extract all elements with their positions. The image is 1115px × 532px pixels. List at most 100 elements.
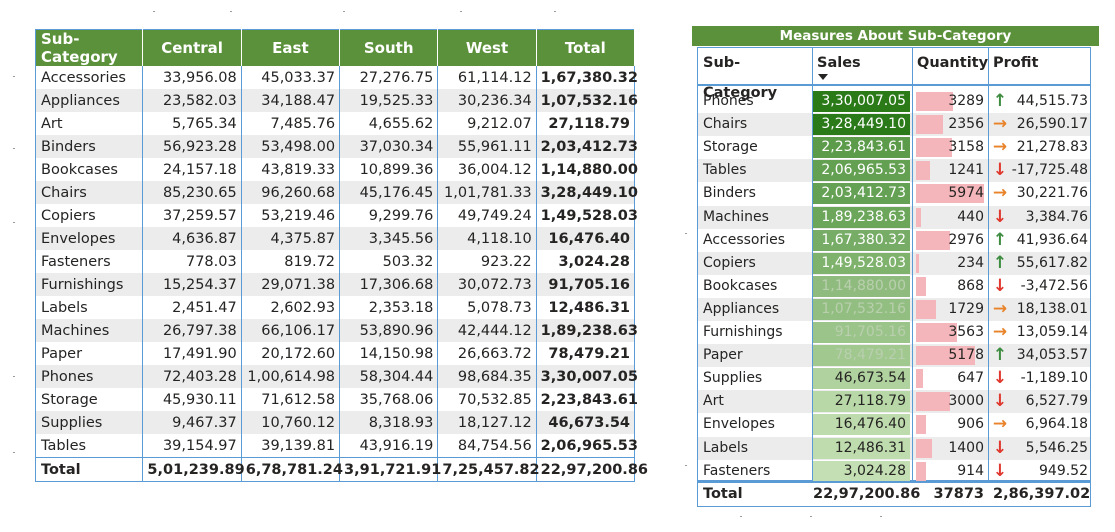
measures-row[interactable]: Paper 78,479.21 5178 ↑ 34,053.57 <box>698 344 1090 368</box>
matrix-row[interactable]: Accessories 33,956.08 45,033.37 27,276.75 61… <box>35 66 638 89</box>
matrix-row[interactable]: Appliances 23,582.03 34,188.47 19,525.33 30,… <box>35 89 638 112</box>
cell-total: 16,476.40 <box>536 227 636 250</box>
column-header-profit[interactable]: Profit <box>993 55 1039 71</box>
measures-row[interactable]: Bookcases 1,14,880.00 868 ↓ -3,472.56 <box>698 275 1090 298</box>
cell-east: 45,033.37 <box>241 66 341 89</box>
cell-total: 2,03,412.73 <box>536 135 638 158</box>
measures-row[interactable]: Supplies 46,673.54 647 ↓ -1,189.10 <box>698 367 1090 390</box>
arrow-right-icon: → <box>992 414 1008 435</box>
matrix-row[interactable]: Paper 17,491.90 20,172.60 14,150.98 26,663.7… <box>35 342 636 365</box>
matrix-row[interactable]: Envelopes 4,636.87 4,375.87 3,345.56 4,118.1… <box>35 227 636 250</box>
column-header-quantity[interactable]: Quantity <box>917 55 989 71</box>
cell-south: 27,276.75 <box>339 66 439 89</box>
matrix-row[interactable]: Labels 2,451.47 2,602.93 2,353.18 5,078.73 12… <box>35 296 636 319</box>
total-south: 3,91,721.91 <box>339 457 441 482</box>
cell-east: 2,602.93 <box>241 296 341 319</box>
visual-handle-dot <box>230 11 232 12</box>
row-quantity: 647 <box>957 370 984 387</box>
matrix-row[interactable]: Copiers 37,259.57 53,219.46 9,299.76 49,749.… <box>35 204 638 227</box>
column-header-west[interactable]: West <box>437 29 537 66</box>
quantity-data-bar <box>916 207 921 227</box>
cell-south: 3,345.56 <box>339 227 439 250</box>
column-header-total[interactable]: Total <box>536 29 636 66</box>
row-sub-category: Supplies <box>703 370 763 387</box>
row-quantity: 234 <box>957 254 984 271</box>
sort-descending-icon[interactable] <box>818 74 828 80</box>
measures-table: Sub-Category Sales Quantity Profit Phone… <box>697 47 1091 507</box>
matrix-row[interactable]: Supplies 9,467.37 10,760.12 8,318.93 18,127.… <box>35 411 636 434</box>
row-sub-category: Bookcases <box>703 277 778 294</box>
cell-east: 29,071.38 <box>241 273 341 296</box>
row-quantity: 1241 <box>948 162 984 179</box>
measures-row[interactable]: Chairs 3,28,449.10 2356 → 26,590.17 <box>698 113 1090 137</box>
arrow-up-icon: ↑ <box>992 229 1008 250</box>
measures-row[interactable]: Envelopes 16,476.40 906 → 6,964.18 <box>698 413 1090 436</box>
measures-row[interactable]: Tables 2,06,965.53 1241 ↓ -17,725.48 <box>698 159 1090 183</box>
measures-total-profit: 2,86,397.02 <box>993 486 1091 502</box>
matrix-row[interactable]: Phones 72,403.28 1,00,614.98 58,304.44 98,68… <box>35 365 638 388</box>
matrix-row[interactable]: Storage 45,930.11 71,612.58 35,768.06 70,532… <box>35 388 638 411</box>
matrix-row[interactable]: Furnishings 15,254.37 29,071.38 17,306.68 30… <box>35 273 636 296</box>
row-sales: 2,03,412.73 <box>813 183 910 205</box>
cell-total: 1,67,380.32 <box>536 66 638 89</box>
column-header-sales[interactable]: Sales <box>817 55 861 71</box>
cell-sub-category: Storage <box>35 388 144 411</box>
column-header-central[interactable]: Central <box>142 29 242 66</box>
cell-west: 55,961.11 <box>437 135 537 158</box>
arrow-down-icon: ↓ <box>992 206 1008 227</box>
matrix-row[interactable]: Chairs 85,230.65 96,260.68 45,176.45 1,01,78… <box>35 181 638 204</box>
cell-west: 923.22 <box>437 250 537 273</box>
cell-central: 24,157.18 <box>142 158 242 181</box>
measures-row[interactable]: Labels 12,486.31 1400 ↓ 5,546.25 <box>698 436 1090 460</box>
cell-south: 43,916.19 <box>339 434 439 458</box>
measures-row[interactable]: Phones 3,30,007.05 3289 ↑ 44,515.73 <box>698 90 1090 113</box>
cell-west: 26,663.72 <box>437 342 537 365</box>
arrow-right-icon: → <box>992 183 1008 204</box>
arrow-down-icon: ↓ <box>992 160 1008 181</box>
matrix-row[interactable]: Tables 39,154.97 39,139.81 43,916.19 84,754.… <box>35 434 638 458</box>
measures-row[interactable]: Accessories 1,67,380.32 2976 ↑ 41,936.64 <box>698 229 1090 252</box>
column-header-east[interactable]: East <box>241 29 341 66</box>
row-quantity: 3563 <box>948 324 984 340</box>
row-sales: 78,479.21 <box>813 345 910 367</box>
column-header-sub-category[interactable]: Sub-Category <box>703 55 778 101</box>
arrow-down-icon: ↓ <box>992 460 1008 481</box>
measures-row[interactable]: Fasteners 3,024.28 914 ↓ 949.52 <box>698 460 1090 483</box>
cell-total: 1,14,880.00 <box>536 158 638 181</box>
cell-south: 58,304.44 <box>339 365 439 388</box>
matrix-row[interactable]: Fasteners 778.03 819.72 503.32 923.22 3,024.2… <box>35 250 636 273</box>
column-divider <box>988 86 989 480</box>
measures-row[interactable]: Copiers 1,49,528.03 234 ↑ 55,617.82 <box>698 251 1090 275</box>
row-sub-category: Machines <box>703 208 769 225</box>
matrix-total-row: Total 5,01,239.89 6,78,781.24 3,91,721.9… <box>35 457 648 482</box>
cell-total: 46,673.54 <box>536 411 636 434</box>
cell-sub-category: Labels <box>35 296 144 319</box>
cell-west: 98,684.35 <box>437 365 537 388</box>
row-profit: -1,189.10 <box>1020 370 1088 387</box>
matrix-row[interactable]: Bookcases 24,157.18 43,819.33 10,899.36 36,0… <box>35 158 638 181</box>
total-west: 7,25,457.82 <box>437 457 540 482</box>
measures-row[interactable]: Storage 2,23,843.61 3158 → 21,278.83 <box>698 136 1090 159</box>
matrix-row[interactable]: Art 5,765.34 7,485.76 4,655.62 9,212.07 27,11… <box>35 112 636 135</box>
cell-south: 45,176.45 <box>339 181 439 204</box>
row-profit: -3,472.56 <box>1020 277 1088 294</box>
row-sub-category: Phones <box>703 93 754 109</box>
column-header-sub-category[interactable]: Sub-Category <box>35 29 144 66</box>
cell-total: 3,024.28 <box>536 250 636 273</box>
row-profit: 30,221.76 <box>1016 185 1088 202</box>
cell-south: 9,299.76 <box>339 204 439 227</box>
cell-east: 1,00,614.98 <box>241 365 341 388</box>
column-header-south[interactable]: South <box>339 29 439 66</box>
measures-row[interactable]: Binders 2,03,412.73 5974 → 30,221.76 <box>698 182 1090 205</box>
measures-row[interactable]: Appliances 1,07,532.16 1729 → 18,138.01 <box>698 297 1090 321</box>
measures-row[interactable]: Furnishings 91,705.16 3563 → 13,059.14 <box>698 321 1090 344</box>
measures-row[interactable]: Machines 1,89,238.63 440 ↓ 3,384.76 <box>698 205 1090 229</box>
measures-row[interactable]: Art 27,118.79 3000 ↓ 6,527.79 <box>698 390 1090 414</box>
cell-central: 4,636.87 <box>142 227 242 250</box>
quantity-data-bar <box>916 92 953 111</box>
matrix-row[interactable]: Binders 56,923.28 53,498.00 37,030.34 55,961… <box>35 135 638 158</box>
matrix-row[interactable]: Machines 26,797.38 66,106.17 53,890.96 42,44… <box>35 319 638 342</box>
visual-handle-dot <box>13 452 15 453</box>
arrow-up-icon: ↑ <box>992 252 1008 273</box>
visual-handle-dot <box>13 222 15 223</box>
